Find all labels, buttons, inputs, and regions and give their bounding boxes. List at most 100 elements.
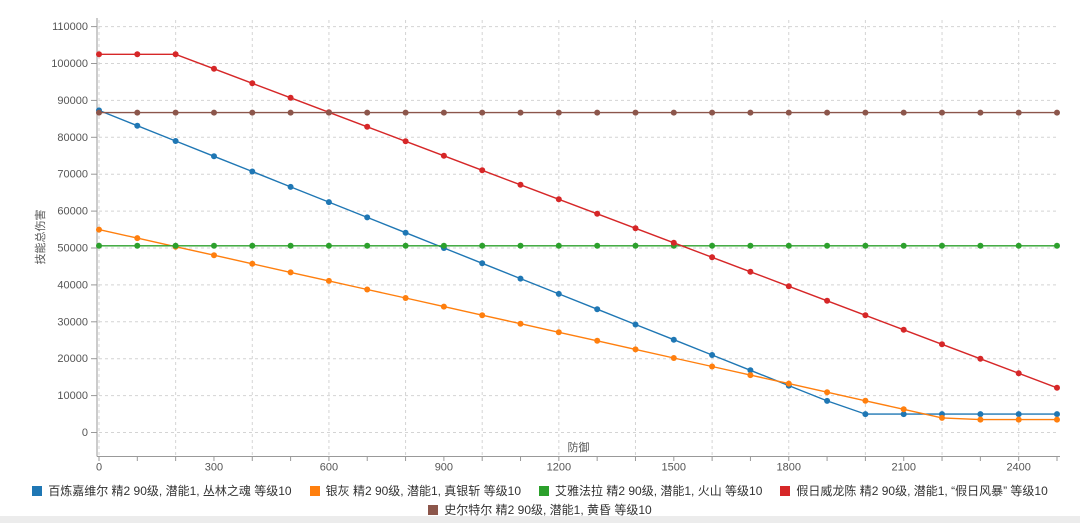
data-point[interactable] — [172, 138, 179, 144]
data-point[interactable] — [900, 406, 907, 413]
data-point[interactable] — [824, 109, 831, 116]
data-point[interactable] — [134, 235, 141, 242]
data-point[interactable] — [249, 242, 256, 249]
data-point[interactable] — [517, 320, 524, 327]
data-point[interactable] — [747, 242, 754, 249]
data-point[interactable] — [939, 341, 945, 348]
data-point[interactable] — [402, 229, 409, 236]
data-point[interactable] — [862, 397, 869, 404]
data-point[interactable] — [325, 242, 332, 249]
data-point[interactable] — [402, 295, 409, 301]
data-point[interactable] — [747, 367, 754, 374]
data-point[interactable] — [1054, 109, 1060, 116]
data-point[interactable] — [134, 109, 141, 116]
data-point[interactable] — [594, 242, 601, 249]
data-point[interactable] — [249, 168, 256, 175]
data-point[interactable] — [824, 297, 831, 304]
data-point[interactable] — [824, 397, 831, 404]
data-point[interactable] — [977, 355, 984, 362]
data-point[interactable] — [977, 411, 984, 418]
data-point[interactable] — [364, 123, 371, 130]
data-point[interactable] — [747, 109, 754, 116]
legend-item-1[interactable]: 银灰 精2 90级, 潜能1, 真银斩 等级10 — [309, 482, 521, 500]
data-point[interactable] — [709, 242, 716, 249]
data-point[interactable] — [862, 242, 869, 249]
data-point[interactable] — [249, 109, 256, 116]
data-point[interactable] — [364, 286, 371, 293]
data-point[interactable] — [900, 411, 907, 418]
data-point[interactable] — [747, 372, 754, 379]
data-point[interactable] — [402, 138, 409, 145]
data-point[interactable] — [440, 152, 447, 159]
data-point[interactable] — [900, 326, 907, 333]
data-point[interactable] — [211, 109, 217, 116]
data-point[interactable] — [479, 260, 486, 267]
data-point[interactable] — [900, 109, 907, 116]
data-point[interactable] — [517, 181, 524, 188]
data-point[interactable] — [440, 242, 447, 249]
data-point[interactable] — [134, 51, 141, 58]
data-point[interactable] — [325, 109, 332, 116]
data-point[interactable] — [862, 109, 869, 116]
data-point[interactable] — [632, 242, 639, 249]
data-point[interactable] — [287, 183, 294, 190]
data-point[interactable] — [96, 109, 102, 116]
data-point[interactable] — [939, 242, 945, 249]
data-point[interactable] — [402, 242, 409, 249]
data-point[interactable] — [287, 109, 294, 116]
data-point[interactable] — [1015, 242, 1022, 249]
data-point[interactable] — [555, 109, 562, 116]
data-point[interactable] — [977, 109, 984, 116]
data-point[interactable] — [1054, 384, 1060, 391]
data-point[interactable] — [172, 242, 179, 249]
data-point[interactable] — [709, 352, 716, 358]
data-point[interactable] — [211, 153, 217, 160]
data-point[interactable] — [709, 254, 716, 261]
data-point[interactable] — [211, 242, 217, 249]
data-point[interactable] — [287, 94, 294, 101]
data-point[interactable] — [479, 242, 486, 249]
data-point[interactable] — [402, 109, 409, 116]
data-point[interactable] — [325, 277, 332, 284]
data-point[interactable] — [96, 51, 102, 58]
data-point[interactable] — [862, 312, 869, 319]
data-point[interactable] — [824, 242, 831, 249]
data-point[interactable] — [96, 226, 102, 233]
data-point[interactable] — [555, 290, 562, 297]
data-point[interactable] — [939, 109, 945, 116]
data-point[interactable] — [594, 306, 601, 313]
data-point[interactable] — [1054, 242, 1060, 249]
legend-item-4[interactable]: 史尔特尔 精2 90级, 潜能1, 黄昏 等级10 — [428, 501, 652, 519]
data-point[interactable] — [479, 109, 486, 116]
data-point[interactable] — [594, 210, 601, 217]
data-point[interactable] — [1015, 416, 1022, 423]
data-point[interactable] — [1015, 109, 1022, 116]
data-point[interactable] — [977, 416, 984, 423]
data-point[interactable] — [785, 109, 792, 116]
data-point[interactable] — [364, 109, 371, 116]
data-point[interactable] — [1015, 370, 1022, 377]
data-point[interactable] — [479, 312, 486, 319]
legend-item-3[interactable]: 假日威龙陈 精2 90级, 潜能1, “假日风暴” 等级10 — [780, 482, 1048, 500]
data-point[interactable] — [517, 275, 524, 282]
data-point[interactable] — [594, 337, 601, 344]
data-point[interactable] — [670, 239, 677, 246]
data-point[interactable] — [555, 242, 562, 249]
data-point[interactable] — [440, 109, 447, 116]
data-point[interactable] — [824, 389, 831, 396]
data-point[interactable] — [440, 303, 447, 310]
data-point[interactable] — [939, 414, 945, 421]
data-point[interactable] — [479, 167, 486, 174]
data-point[interactable] — [594, 109, 601, 116]
data-point[interactable] — [249, 80, 256, 87]
data-point[interactable] — [632, 225, 639, 232]
data-point[interactable] — [211, 252, 217, 259]
data-point[interactable] — [632, 109, 639, 116]
data-point[interactable] — [364, 214, 371, 221]
data-point[interactable] — [211, 65, 217, 72]
data-point[interactable] — [670, 355, 677, 361]
data-point[interactable] — [517, 109, 524, 116]
data-point[interactable] — [287, 269, 294, 276]
data-point[interactable] — [747, 268, 754, 275]
data-point[interactable] — [555, 196, 562, 203]
